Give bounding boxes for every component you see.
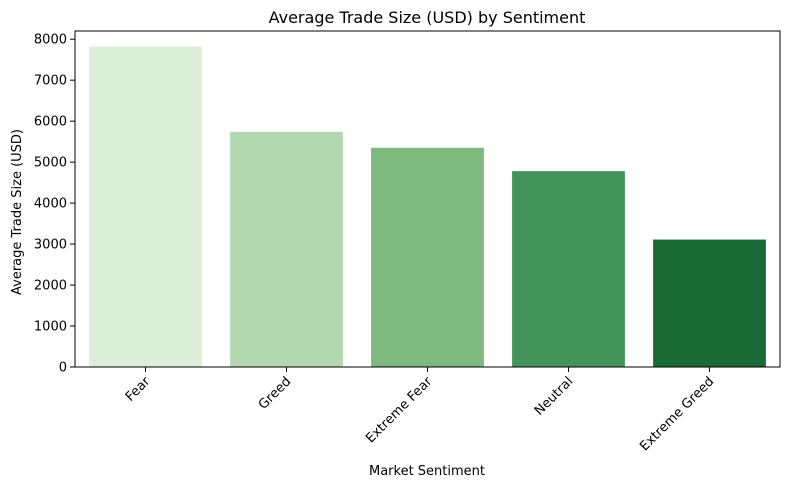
y-tick-label: 3000 [34,238,67,253]
y-tick-label: 4000 [34,197,67,212]
bar-neutral [512,171,625,367]
bar-extreme-greed [653,239,766,367]
bar-greed [230,131,343,367]
x-tick-label: Extreme Greed [637,374,717,454]
y-tick-label: 2000 [34,279,67,294]
chart-title: Average Trade Size (USD) by Sentiment [269,8,586,27]
plot-frame [74,30,781,368]
x-tick-label: Extreme Fear [363,374,436,447]
y-axis-label: Average Trade Size (USD) [10,129,25,295]
y-tick-label: 0 [59,361,67,376]
x-tick-label: Fear [123,374,154,405]
bar-fear [89,46,202,367]
bar-extreme-fear [371,147,484,367]
x-tick-label: Greed [256,374,294,412]
y-axis-ticks: 0 1000 2000 3000 4000 5000 6000 7000 8000 [34,33,75,376]
y-tick-label: 1000 [34,320,67,335]
x-axis-ticks: Fear Greed Extreme Fear Neutral Extreme Gree… [123,367,717,454]
y-tick-label: 7000 [34,74,67,89]
x-tick-label: Neutral [532,374,577,419]
y-tick-label: 8000 [34,33,67,48]
bars [89,46,766,367]
y-tick-label: 6000 [34,115,67,130]
x-axis-label: Market Sentiment [369,464,485,479]
y-tick-label: 5000 [34,156,67,171]
